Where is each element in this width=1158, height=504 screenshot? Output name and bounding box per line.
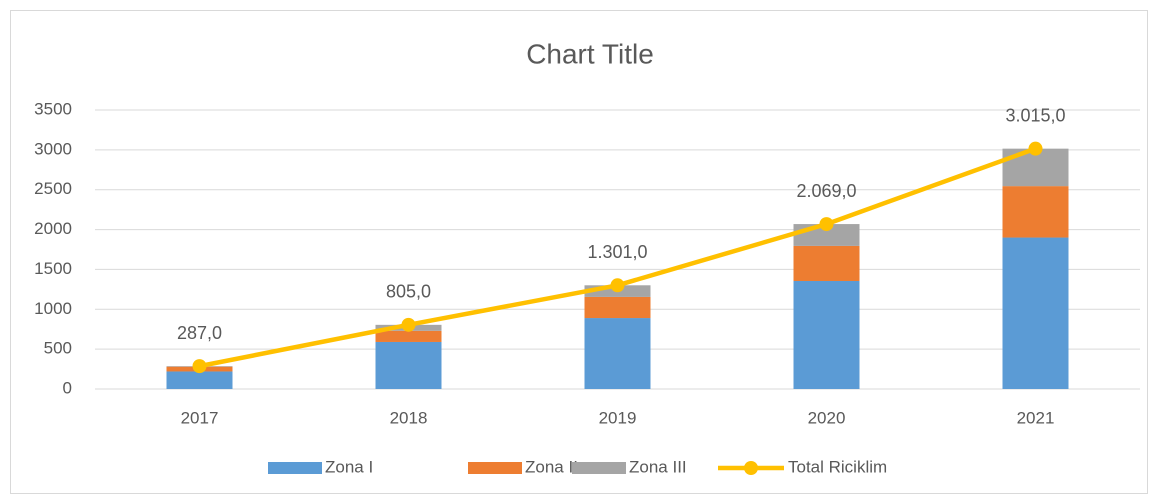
marker bbox=[192, 359, 207, 374]
marker bbox=[401, 317, 416, 332]
bar-segment bbox=[584, 318, 651, 389]
bar-segment bbox=[166, 371, 233, 389]
bar-segment bbox=[793, 245, 860, 281]
legend-swatch bbox=[572, 462, 626, 474]
data-label: 287,0 bbox=[177, 323, 222, 343]
data-label: 2.069,0 bbox=[796, 181, 856, 201]
chart-title: Chart Title bbox=[526, 38, 654, 69]
y-tick-label: 1000 bbox=[34, 299, 72, 318]
legend-label: Zona II bbox=[525, 457, 578, 476]
y-tick-label: 500 bbox=[44, 339, 72, 358]
x-tick-label: 2021 bbox=[1017, 408, 1055, 427]
legend-swatch bbox=[468, 462, 522, 474]
marker bbox=[819, 217, 834, 232]
y-tick-label: 3000 bbox=[34, 139, 72, 158]
x-tick-label: 2018 bbox=[390, 408, 428, 427]
legend-swatch bbox=[744, 461, 758, 475]
legend-swatch bbox=[268, 462, 322, 474]
marker bbox=[610, 278, 625, 293]
marker bbox=[1028, 141, 1043, 156]
x-tick-label: 2017 bbox=[181, 408, 219, 427]
x-tick-label: 2020 bbox=[808, 408, 846, 427]
y-tick-label: 0 bbox=[63, 378, 72, 397]
legend-label: Total Riciklim bbox=[788, 457, 887, 476]
y-tick-label: 1500 bbox=[34, 259, 72, 278]
legend-label: Zona III bbox=[629, 457, 687, 476]
bar-segment bbox=[1002, 186, 1069, 238]
y-tick-label: 2000 bbox=[34, 219, 72, 238]
x-tick-label: 2019 bbox=[599, 408, 637, 427]
bar-segment bbox=[793, 280, 860, 389]
bar-segment bbox=[584, 296, 651, 319]
bar-segment bbox=[375, 341, 442, 389]
y-tick-label: 2500 bbox=[34, 179, 72, 198]
y-tick-label: 3500 bbox=[34, 99, 72, 118]
chart-border bbox=[10, 10, 1148, 494]
bar-segment bbox=[1002, 237, 1069, 389]
data-label: 805,0 bbox=[386, 282, 431, 302]
data-label: 3.015,0 bbox=[1005, 105, 1065, 125]
legend-label: Zona I bbox=[325, 457, 373, 476]
bar-segment bbox=[375, 330, 442, 342]
data-label: 1.301,0 bbox=[587, 242, 647, 262]
